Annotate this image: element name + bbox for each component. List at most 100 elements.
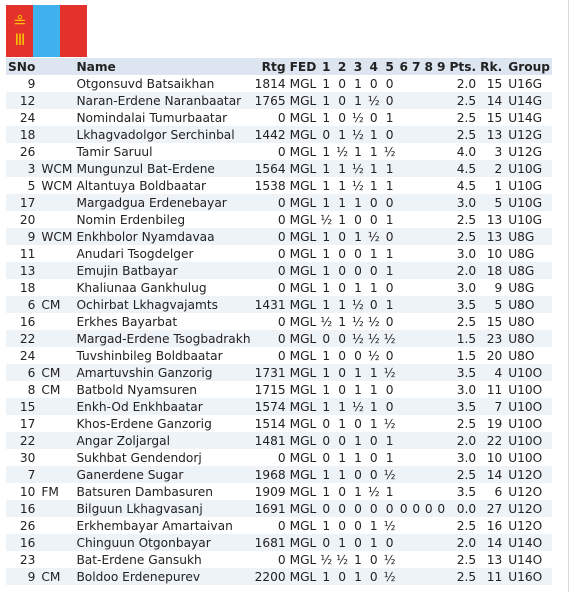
round-4-cell: 0 xyxy=(369,467,378,482)
table-row: 9 Otgonsuvd Batsaikhan 1814 MGL 1 0 1 0 0 2.0 15 U1… xyxy=(6,75,552,92)
table-row: 3 WCM Mungunzul Bat-Erdene 1564 MGL 1 1 ½ 1 1 4.5 2… xyxy=(6,160,553,177)
points-cell: 3.5 xyxy=(456,399,477,414)
round-5-cell: 0 xyxy=(385,195,394,210)
round-9-cell xyxy=(435,109,447,126)
round-1-cell: 1 xyxy=(322,484,331,499)
round-8-cell xyxy=(422,432,434,449)
round-7-cell xyxy=(410,126,422,143)
rating-cell: 1765 xyxy=(254,93,286,108)
round-8-cell xyxy=(422,347,434,364)
group-cell: U12G xyxy=(508,127,543,142)
mongolia-flag-icon: ≗ Ⅲ xyxy=(6,5,87,57)
round-3-cell: 1 xyxy=(354,144,362,159)
start-number-cell: 5 xyxy=(27,178,36,193)
start-number-cell: 26 xyxy=(19,144,36,159)
start-number-cell: 20 xyxy=(19,212,36,227)
col-header-round-7: 7 xyxy=(412,59,421,74)
frame-border xyxy=(568,0,569,592)
round-2-cell: ½ xyxy=(336,552,349,567)
title-cell xyxy=(37,194,74,211)
round-1-cell: 0 xyxy=(322,416,331,431)
points-cell: 3.0 xyxy=(456,450,477,465)
round-8-cell xyxy=(422,466,434,483)
round-1-cell: 1 xyxy=(322,518,331,533)
round-9-cell xyxy=(435,330,447,347)
round-2-cell: ½ xyxy=(336,144,349,159)
rank-cell: 18 xyxy=(486,263,503,278)
round-9-cell xyxy=(435,466,447,483)
rating-cell: 0 xyxy=(277,348,286,363)
federation-cell: MGL xyxy=(289,399,317,414)
round-8-cell xyxy=(422,449,434,466)
round-7-cell xyxy=(410,449,422,466)
title-cell xyxy=(37,415,74,432)
round-8-cell xyxy=(422,483,434,500)
player-name-cell: Nomin Erdenbileg xyxy=(76,212,186,227)
federation-cell: MGL xyxy=(289,110,317,125)
round-5-cell: 1 xyxy=(385,212,394,227)
round-5-cell: 0 xyxy=(385,127,394,142)
round-3-cell: 1 xyxy=(354,76,362,91)
round-8-cell xyxy=(422,211,434,228)
round-8-cell xyxy=(422,262,434,279)
rank-cell: 2 xyxy=(494,161,503,176)
table-row: 6 CM Amartuvshin Ganzorig 1731 MGL 1 0 1 1 ½ 3.5 4 U… xyxy=(6,364,553,381)
round-1-cell: 1 xyxy=(322,297,331,312)
rank-cell: 14 xyxy=(486,535,503,550)
round-4-cell: ½ xyxy=(367,93,380,108)
federation-cell: MGL xyxy=(289,467,317,482)
rank-cell: 19 xyxy=(486,416,503,431)
round-9-cell xyxy=(435,296,447,313)
round-1-cell: 1 xyxy=(322,280,331,295)
player-name-cell: Enkh-Od Enkhbaatar xyxy=(76,399,203,414)
round-6-cell xyxy=(398,415,410,432)
round-3-cell: ½ xyxy=(352,399,364,414)
flag-red-band xyxy=(60,5,87,57)
round-7-cell xyxy=(410,432,422,449)
round-2-cell: 0 xyxy=(338,433,346,448)
rating-cell: 0 xyxy=(277,450,286,465)
player-name-cell: Erkhembayar Amartaivan xyxy=(76,518,233,533)
round-9-cell xyxy=(435,126,447,143)
round-3-cell: 0 xyxy=(354,246,362,261)
federation-cell: MGL xyxy=(289,161,317,176)
round-1-cell: 1 xyxy=(322,110,331,125)
group-cell: U16O xyxy=(508,569,543,584)
round-2-cell: 1 xyxy=(338,297,346,312)
player-name-cell: Mungunzul Bat-Erdene xyxy=(76,161,215,176)
title-cell xyxy=(37,517,74,534)
start-number-cell: 15 xyxy=(19,399,36,414)
round-7-cell: 0 xyxy=(412,501,421,516)
round-3-cell: 1 xyxy=(354,382,362,397)
round-6-cell xyxy=(398,313,410,330)
round-5-cell: ½ xyxy=(383,144,396,159)
start-number-cell: 26 xyxy=(19,518,36,533)
table-row: 22 Angar Zoljargal 1481 MGL 0 0 1 0 1 2.0 22 U10O xyxy=(6,432,553,449)
round-7-cell xyxy=(410,534,422,551)
rank-cell: 13 xyxy=(486,212,503,227)
table-row: 17 Margadgua Erdenebayar 0 MGL 1 1 1 0 0 3.0 5 U10G xyxy=(6,194,553,211)
player-name-cell: Altantuya Boldbaatar xyxy=(76,178,207,193)
group-cell: U10G xyxy=(508,178,543,193)
points-cell: 2.5 xyxy=(456,93,477,108)
round-6-cell xyxy=(398,75,410,92)
start-number-cell: 9 xyxy=(27,76,36,91)
player-name-cell: Tamir Saruul xyxy=(76,144,153,159)
round-9-cell xyxy=(435,347,447,364)
rank-cell: 14 xyxy=(486,467,503,482)
title-cell xyxy=(37,330,74,347)
col-header-points: Pts. xyxy=(449,59,477,74)
points-cell: 3.0 xyxy=(456,280,477,295)
federation-cell: MGL xyxy=(289,297,317,312)
round-6-cell xyxy=(398,143,410,160)
round-7-cell xyxy=(410,194,422,211)
player-name-cell: Lkhagvadolgor Serchinbal xyxy=(76,127,235,142)
col-header-round-8: 8 xyxy=(424,59,433,74)
round-5-cell: ½ xyxy=(383,569,396,584)
table-row: 9 WCM Enkhbolor Nyamdavaa 0 MGL 1 0 1 ½ 0 2.5 13 U8G xyxy=(6,228,553,245)
round-4-cell: 0 xyxy=(369,297,378,312)
rank-cell: 1 xyxy=(494,178,503,193)
round-6-cell xyxy=(398,160,410,177)
round-8-cell xyxy=(422,109,434,126)
round-4-cell: 1 xyxy=(369,246,378,261)
